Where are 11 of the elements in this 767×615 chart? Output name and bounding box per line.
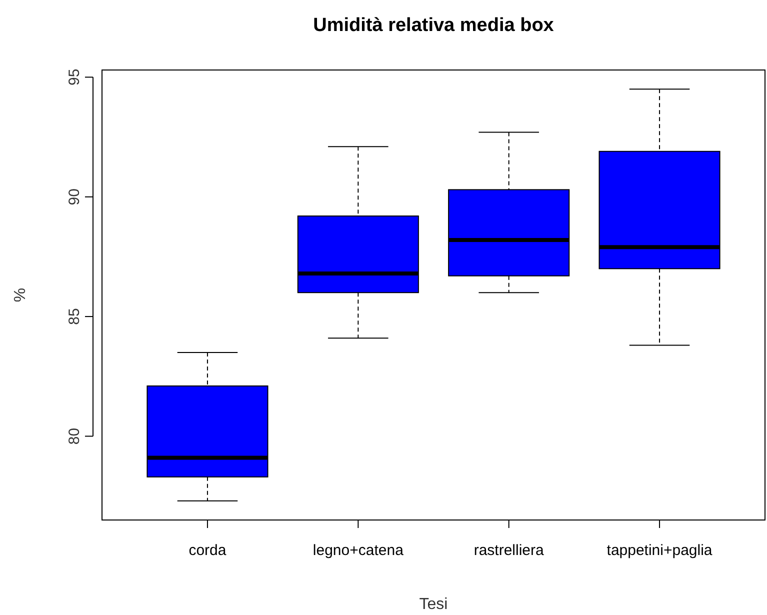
- y-tick-label: 95: [66, 68, 83, 86]
- y-tick-label: 80: [66, 428, 83, 445]
- chart-title: Umidità relativa media box: [313, 15, 554, 36]
- x-axis-title: Tesi: [419, 596, 448, 613]
- x-tick-label: legno+catena: [312, 542, 404, 559]
- y-axis-title: %: [12, 288, 29, 302]
- x-tick-label: rastrelliera: [474, 542, 545, 559]
- x-tick-label: corda: [188, 542, 227, 559]
- x-tick-label: tappetini+paglia: [606, 542, 713, 559]
- y-tick-label: 90: [66, 188, 83, 206]
- y-tick-label: 85: [66, 308, 83, 325]
